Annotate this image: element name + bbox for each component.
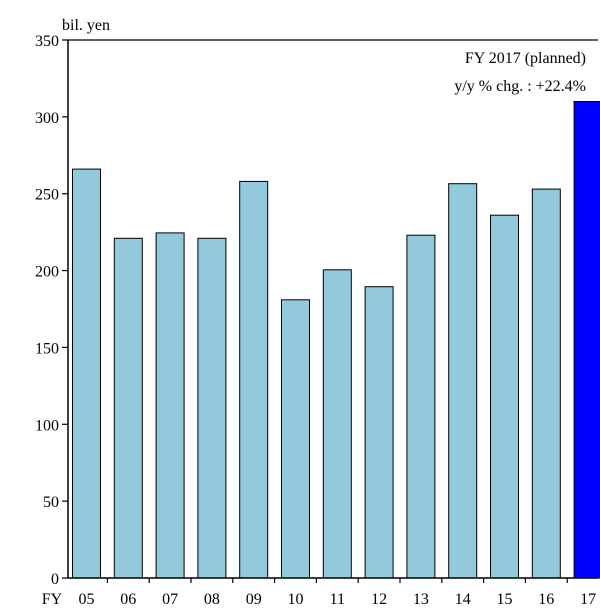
bar-fy16 [531, 188, 561, 579]
x-tick-label: 08 [204, 591, 220, 608]
bar-fy06 [113, 237, 143, 579]
x-tick-label: 17 [580, 591, 596, 608]
bar-fy09 [239, 180, 269, 579]
bar-fy11 [322, 269, 352, 579]
x-tick-label: 13 [413, 591, 429, 608]
bar-fy13 [406, 234, 436, 579]
y-tick-label: 250 [35, 187, 59, 204]
bar-fy10 [281, 299, 310, 579]
x-tick-label: 05 [79, 591, 95, 608]
x-tick-label: 12 [371, 591, 387, 608]
x-tick-label: 14 [455, 591, 471, 608]
x-tick-label: 15 [497, 591, 513, 608]
bars [72, 101, 600, 579]
x-axis: FY 05 06 07 08 09 10 11 12 13 14 15 16 17 [42, 577, 598, 608]
y-axis: 0 50 100 150 200 250 300 350 [35, 33, 598, 588]
bar-fy05 [72, 168, 101, 579]
x-tick-label: 06 [120, 591, 136, 608]
annotation-line-1: FY 2017 (planned) [465, 50, 586, 67]
y-tick-label: 350 [35, 33, 59, 50]
annotation-line-2: y/y % chg. : +22.4% [454, 78, 586, 95]
y-tick-label: 100 [35, 417, 59, 434]
bar-fy15 [490, 214, 519, 579]
bar-fy07 [155, 232, 185, 579]
x-tick-label: 11 [330, 591, 345, 608]
x-tick-label: 09 [246, 591, 262, 608]
bar-fy17 [573, 101, 600, 579]
bar-fy08 [197, 237, 227, 579]
x-tick-label: 10 [288, 591, 304, 608]
y-tick-label: 50 [43, 494, 59, 511]
y-tick-label: 0 [51, 571, 59, 588]
unit-label: bil. yen [62, 17, 110, 34]
y-tick-label: 300 [35, 110, 59, 127]
y-tick-label: 150 [35, 340, 59, 357]
x-tick-label: 07 [162, 591, 178, 608]
x-tick-label: 16 [538, 591, 554, 608]
x-axis-prefix: FY [42, 591, 63, 608]
plot-area: 0 50 100 150 200 250 300 350 FY 05 06 07 08 09 10 11 12… [35, 33, 600, 608]
bar-fy14 [448, 183, 478, 579]
y-tick-label: 200 [35, 264, 59, 281]
bar-fy12 [364, 286, 394, 579]
